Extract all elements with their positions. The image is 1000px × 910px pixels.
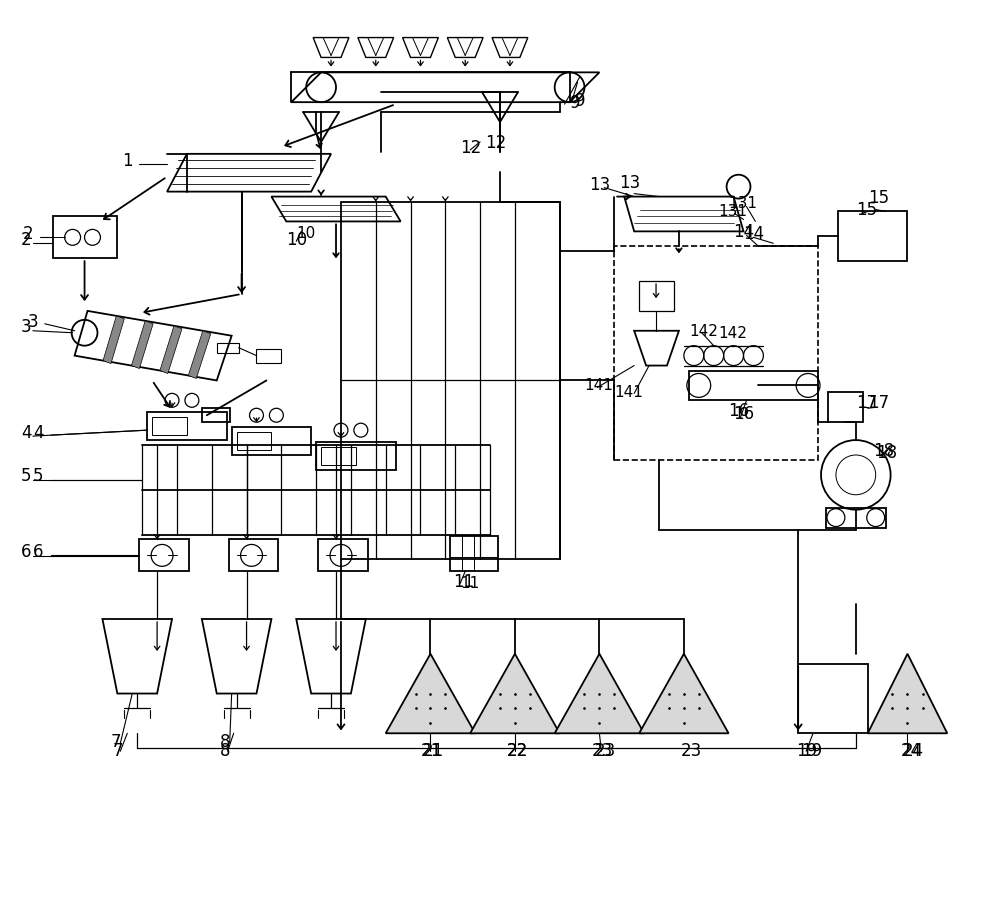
Text: 8: 8 — [220, 743, 230, 760]
Text: 3: 3 — [28, 313, 39, 330]
Text: 23: 23 — [594, 743, 616, 760]
Polygon shape — [470, 653, 560, 733]
Bar — [828, 392, 863, 422]
Text: 17: 17 — [868, 394, 889, 412]
Text: 10: 10 — [296, 227, 316, 241]
Bar — [689, 370, 818, 400]
Bar — [217, 343, 239, 353]
Bar — [53, 217, 117, 258]
Bar — [838, 211, 907, 261]
Text: 24: 24 — [903, 743, 924, 760]
Text: 18: 18 — [873, 442, 894, 460]
Bar — [450, 537, 498, 571]
Text: 5: 5 — [21, 467, 31, 485]
Text: 7: 7 — [112, 743, 123, 760]
Text: 8: 8 — [220, 733, 230, 751]
Text: 9: 9 — [575, 92, 585, 110]
Polygon shape — [639, 653, 729, 733]
Bar — [139, 540, 189, 571]
Text: 142: 142 — [689, 324, 718, 339]
Text: 13: 13 — [589, 176, 611, 194]
Text: 11: 11 — [460, 576, 479, 592]
Text: 17: 17 — [856, 394, 877, 412]
Text: 16: 16 — [734, 405, 755, 423]
Text: 11: 11 — [453, 573, 475, 592]
Text: 19: 19 — [796, 743, 817, 760]
Bar — [614, 247, 818, 460]
Text: 12: 12 — [460, 139, 481, 157]
Text: 131: 131 — [729, 197, 758, 211]
Text: 4: 4 — [33, 424, 43, 442]
Polygon shape — [103, 316, 124, 364]
Text: 13: 13 — [619, 174, 641, 192]
Bar — [318, 540, 368, 571]
Text: 23: 23 — [591, 743, 613, 760]
Text: 2: 2 — [21, 231, 32, 249]
Text: 22: 22 — [507, 743, 528, 760]
Polygon shape — [868, 653, 947, 733]
Bar — [798, 663, 868, 733]
Text: 10: 10 — [286, 231, 307, 249]
Bar — [826, 508, 886, 528]
Text: 1: 1 — [122, 152, 133, 170]
Bar — [229, 540, 278, 571]
Text: 15: 15 — [856, 201, 877, 219]
Text: 14: 14 — [744, 226, 765, 243]
Text: 3: 3 — [21, 318, 32, 336]
Text: 2: 2 — [23, 226, 34, 243]
Text: 14: 14 — [734, 223, 755, 241]
Bar — [202, 409, 230, 422]
Text: 141: 141 — [584, 379, 613, 393]
Bar — [256, 349, 281, 362]
Bar — [639, 281, 674, 311]
Text: 21: 21 — [420, 743, 442, 760]
Text: 21: 21 — [422, 743, 444, 760]
Polygon shape — [160, 326, 182, 373]
Text: 5: 5 — [33, 467, 43, 485]
Text: 6: 6 — [33, 543, 43, 561]
Text: 141: 141 — [614, 385, 643, 400]
Text: 4: 4 — [21, 424, 31, 442]
Text: 16: 16 — [729, 402, 750, 420]
Text: 7: 7 — [110, 733, 121, 751]
Bar — [341, 201, 560, 560]
Text: 131: 131 — [719, 205, 748, 219]
Polygon shape — [555, 653, 644, 733]
Text: 19: 19 — [801, 743, 822, 760]
Text: 15: 15 — [868, 188, 889, 207]
Text: 142: 142 — [719, 326, 748, 340]
Polygon shape — [188, 330, 211, 379]
Text: 12: 12 — [485, 134, 506, 152]
Text: 24: 24 — [901, 743, 922, 760]
Text: 9: 9 — [570, 94, 580, 112]
Text: 18: 18 — [876, 444, 897, 462]
Polygon shape — [386, 653, 475, 733]
Text: 22: 22 — [507, 743, 528, 760]
Polygon shape — [131, 321, 153, 369]
Text: 23: 23 — [681, 743, 702, 760]
Text: 6: 6 — [21, 543, 31, 561]
